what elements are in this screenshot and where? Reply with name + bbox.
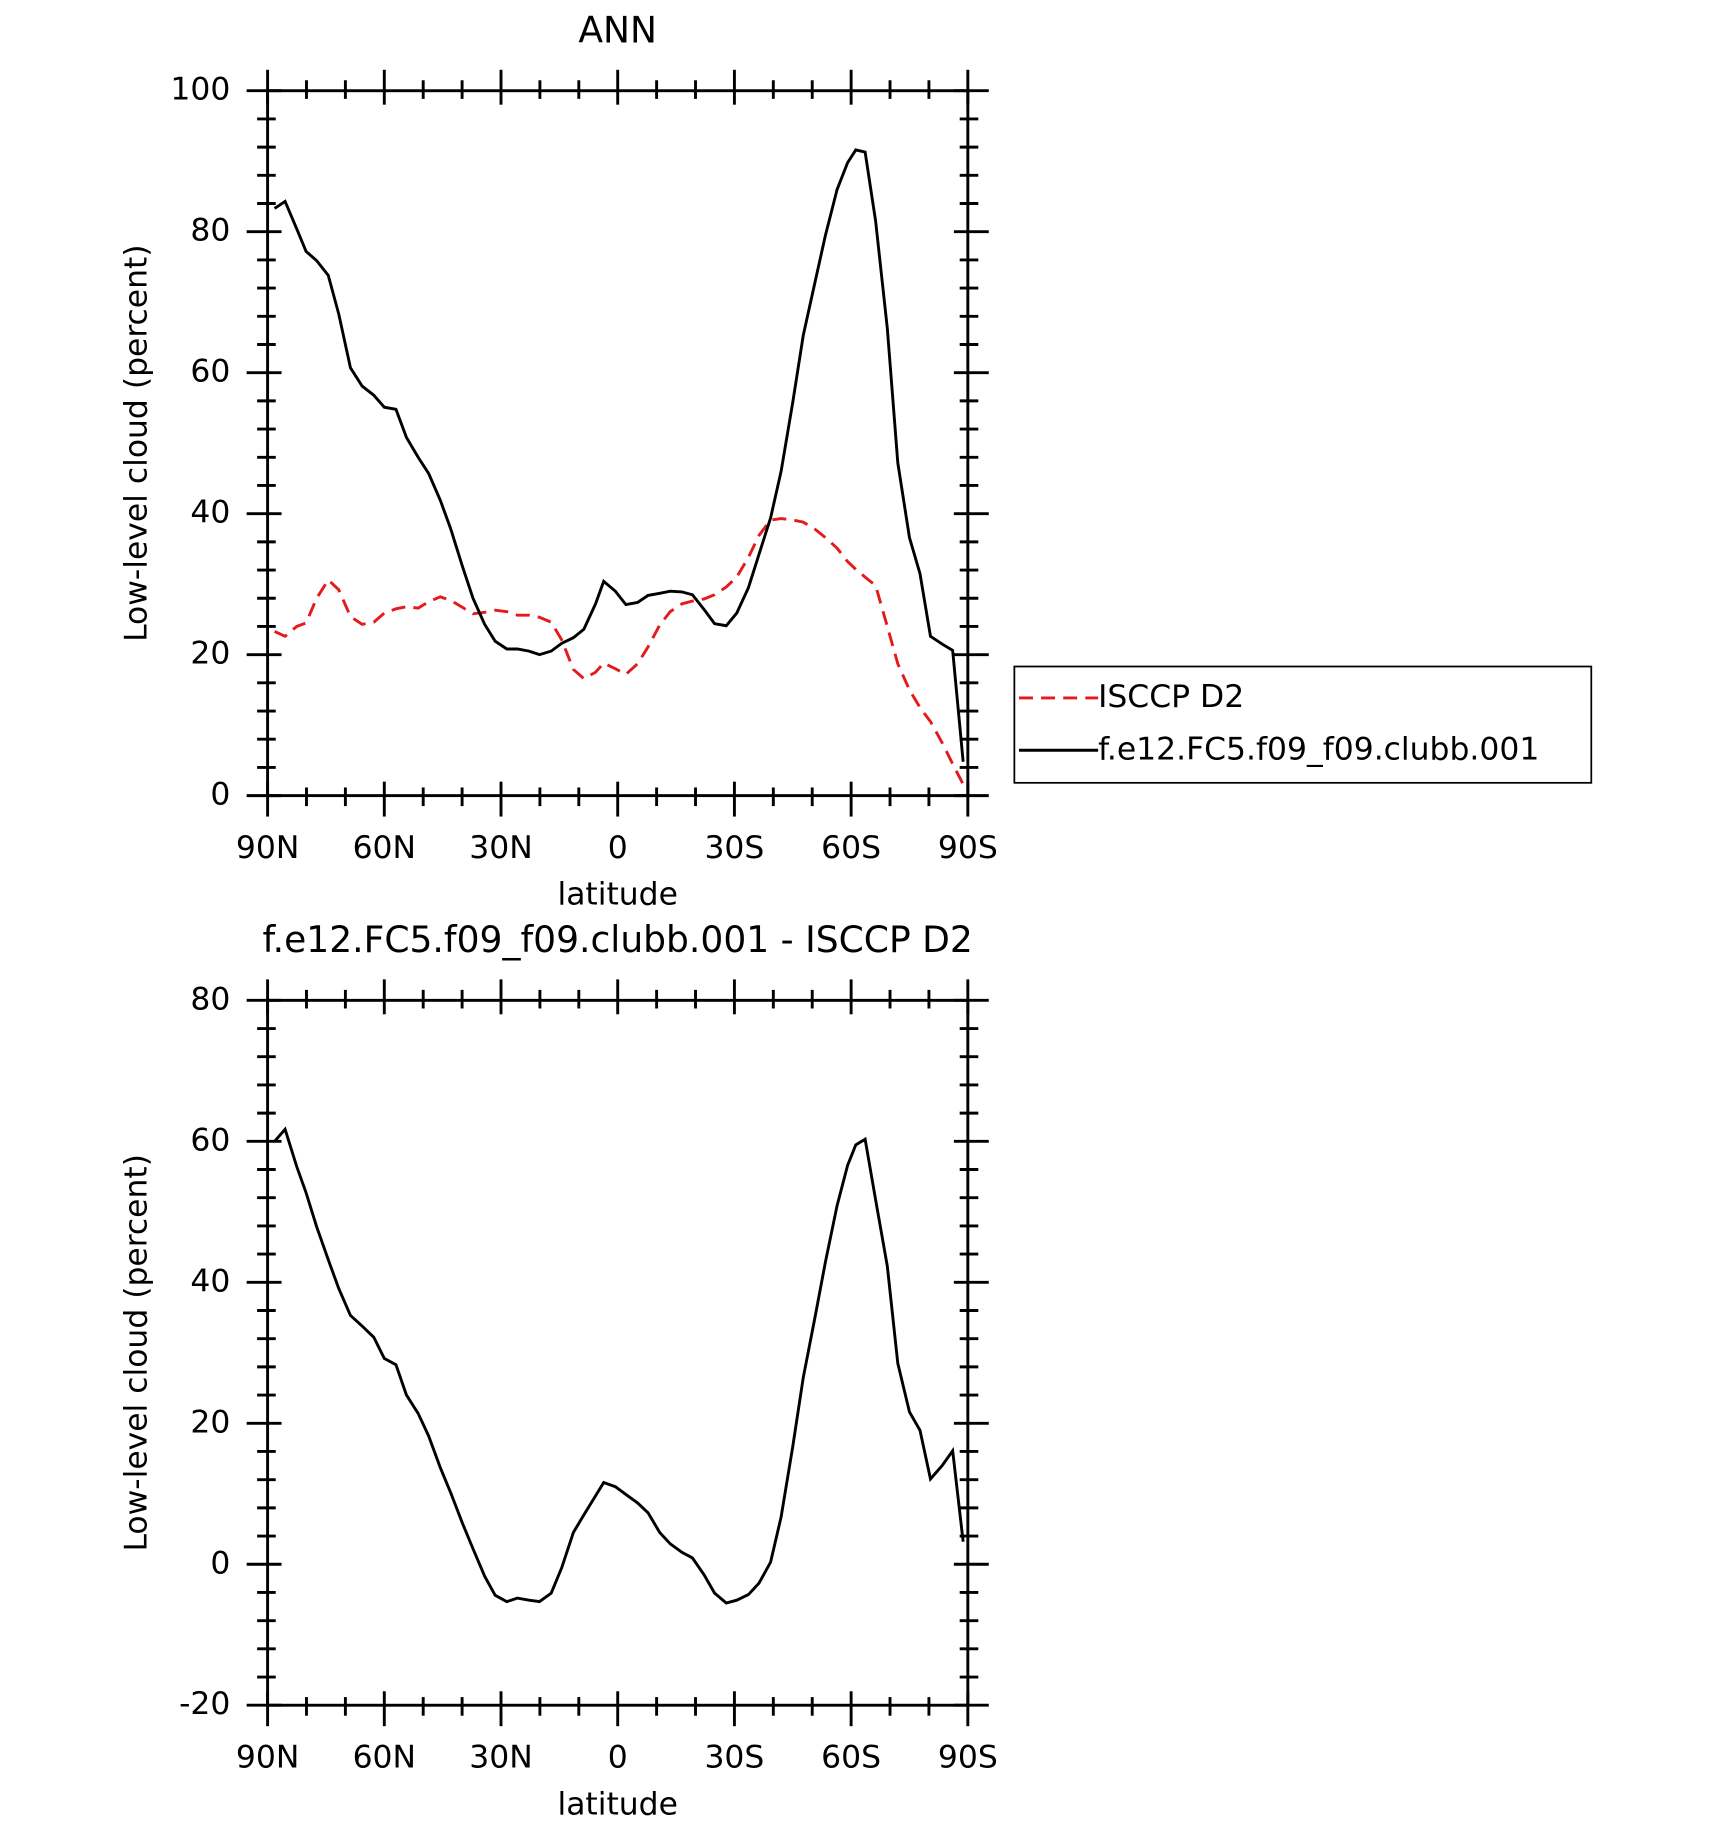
y-tick-label: 100 (170, 72, 230, 108)
x-axis-label: latitude (557, 1786, 677, 1822)
y-tick-label: 20 (190, 636, 230, 672)
legend-label: f.e12.FC5.f09_f09.clubb.001 (1098, 731, 1539, 767)
y-tick-label: 0 (210, 777, 230, 813)
series-line (273, 148, 965, 762)
series-line (273, 517, 965, 786)
chart-title: ANN (578, 10, 657, 52)
chart-title: f.e12.FC5.f09_f09.clubb.001 - ISCCP D2 (263, 919, 973, 961)
x-tick-label: 90S (938, 830, 998, 866)
x-tick-label: 0 (608, 830, 628, 866)
x-tick-label: 90S (938, 1740, 998, 1776)
y-tick-label: 0 (210, 1545, 230, 1581)
x-tick-label: 60N (353, 830, 416, 866)
x-tick-label: 0 (608, 1740, 628, 1776)
y-tick-label: 80 (190, 213, 230, 249)
x-tick-label: 60S (821, 1740, 881, 1776)
legend-box (1013, 665, 1593, 784)
y-tick-label: 40 (190, 495, 230, 531)
x-tick-label: 60N (353, 1740, 416, 1776)
x-tick-label: 90N (236, 830, 299, 866)
x-tick-label: 90N (236, 1740, 299, 1776)
y-tick-label: 20 (190, 1404, 230, 1440)
plot-frame (266, 998, 970, 1707)
y-tick-label: 60 (190, 354, 230, 390)
x-tick-label: 30N (469, 830, 532, 866)
legend-label: ISCCP D2 (1098, 679, 1244, 715)
y-tick-label: 80 (190, 981, 230, 1017)
y-tick-label: 60 (190, 1122, 230, 1158)
x-axis-label: latitude (557, 877, 677, 913)
y-tick-label: 40 (190, 1263, 230, 1299)
x-tick-label: 30N (469, 1740, 532, 1776)
y-tick-label: -20 (179, 1686, 230, 1722)
x-tick-label: 30S (704, 830, 764, 866)
y-axis-label: Low-level cloud (percent) (118, 1154, 154, 1551)
series-line (273, 1126, 965, 1605)
plot-frame (266, 89, 970, 798)
y-axis-label: Low-level cloud (percent) (118, 244, 154, 641)
x-tick-label: 60S (821, 830, 881, 866)
x-tick-label: 30S (704, 1740, 764, 1776)
